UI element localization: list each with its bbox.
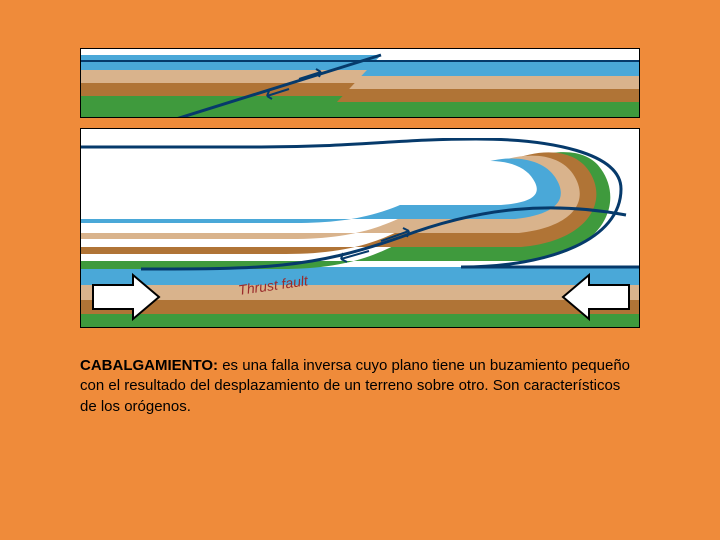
caption-term: CABALGAMIENTO: <box>80 357 218 374</box>
caption-text: CABALGAMIENTO: es una falla inversa cuyo… <box>80 356 640 417</box>
thrust-fault-simple-svg <box>81 49 640 118</box>
thrust-fault-simple-panel <box>80 48 640 118</box>
thrust-fault-nappe-svg: Thrust fault <box>81 129 640 328</box>
thrust-fault-nappe-panel: Thrust fault <box>80 128 640 328</box>
diagram-container: Thrust fault <box>80 48 640 328</box>
slide-page: Thrust fault CABALGAMIENTO: es una falla… <box>0 0 720 540</box>
